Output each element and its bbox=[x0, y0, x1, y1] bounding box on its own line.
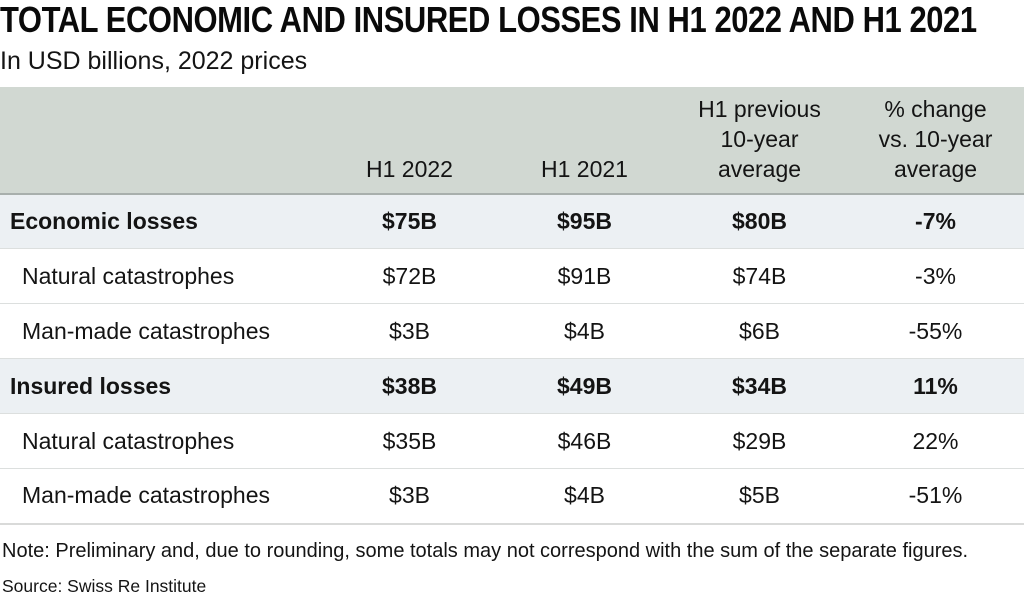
cell-h1-2022: $38B bbox=[322, 358, 497, 414]
cell-pct-change: -55% bbox=[847, 303, 1024, 359]
cell-h1-2022: $3B bbox=[322, 303, 497, 359]
row-label: Economic losses bbox=[0, 193, 322, 249]
row-label: Natural catastrophes bbox=[0, 413, 322, 469]
cell-h1-2021: $4B bbox=[497, 468, 672, 525]
column-header-10yr-average: H1 previous 10-year average bbox=[672, 86, 847, 195]
cell-h1-2021: $49B bbox=[497, 358, 672, 414]
footnote: Note: Preliminary and, due to rounding, … bbox=[2, 539, 969, 562]
cell-10yr-average: $6B bbox=[672, 303, 847, 359]
table-row-economic-manmade: Man-made catastrophes $3B $4B $6B -55% bbox=[0, 303, 1024, 359]
page-subtitle: In USD billions, 2022 prices bbox=[0, 47, 308, 75]
cell-h1-2021: $4B bbox=[497, 303, 672, 359]
page-title: TOTAL ECONOMIC AND INSURED LOSSES IN H1 … bbox=[0, 0, 977, 40]
cell-pct-change: -7% bbox=[847, 193, 1024, 249]
cell-pct-change: -51% bbox=[847, 468, 1024, 525]
row-label: Insured losses bbox=[0, 358, 322, 414]
cell-h1-2022: $3B bbox=[322, 468, 497, 525]
cell-10yr-average: $74B bbox=[672, 248, 847, 304]
cell-pct-change: 11% bbox=[847, 358, 1024, 414]
cell-pct-change: -3% bbox=[847, 248, 1024, 304]
table-row-insured-losses: Insured losses $38B $49B $34B 11% bbox=[0, 358, 1024, 414]
table-row-insured-manmade: Man-made catastrophes $3B $4B $5B -51% bbox=[0, 468, 1024, 525]
cell-10yr-average: $5B bbox=[672, 468, 847, 525]
column-header-category bbox=[0, 86, 322, 195]
table-row-economic-natural: Natural catastrophes $72B $91B $74B -3% bbox=[0, 248, 1024, 304]
cell-h1-2022: $72B bbox=[322, 248, 497, 304]
cell-h1-2021: $91B bbox=[497, 248, 672, 304]
source-attribution: Source: Swiss Re Institute bbox=[2, 575, 207, 596]
column-header-pct-change: % change vs. 10-year average bbox=[847, 86, 1024, 195]
cell-h1-2021: $95B bbox=[497, 193, 672, 249]
cell-h1-2022: $75B bbox=[322, 193, 497, 249]
cell-h1-2021: $46B bbox=[497, 413, 672, 469]
column-header-h1-2022: H1 2022 bbox=[322, 86, 497, 195]
title-row: TOTAL ECONOMIC AND INSURED LOSSES IN H1 … bbox=[0, 0, 1024, 40]
table-header-row: H1 2022 H1 2021 H1 previous 10-year aver… bbox=[0, 86, 1024, 195]
row-label: Natural catastrophes bbox=[0, 248, 322, 304]
cell-pct-change: 22% bbox=[847, 413, 1024, 469]
cell-h1-2022: $35B bbox=[322, 413, 497, 469]
cell-10yr-average: $34B bbox=[672, 358, 847, 414]
row-label: Man-made catastrophes bbox=[0, 468, 322, 525]
losses-table: H1 2022 H1 2021 H1 previous 10-year aver… bbox=[0, 86, 1024, 525]
cell-10yr-average: $80B bbox=[672, 193, 847, 249]
column-header-h1-2021: H1 2021 bbox=[497, 86, 672, 195]
cell-10yr-average: $29B bbox=[672, 413, 847, 469]
table-row-insured-natural: Natural catastrophes $35B $46B $29B 22% bbox=[0, 413, 1024, 469]
row-label: Man-made catastrophes bbox=[0, 303, 322, 359]
table-row-economic-losses: Economic losses $75B $95B $80B -7% bbox=[0, 193, 1024, 249]
